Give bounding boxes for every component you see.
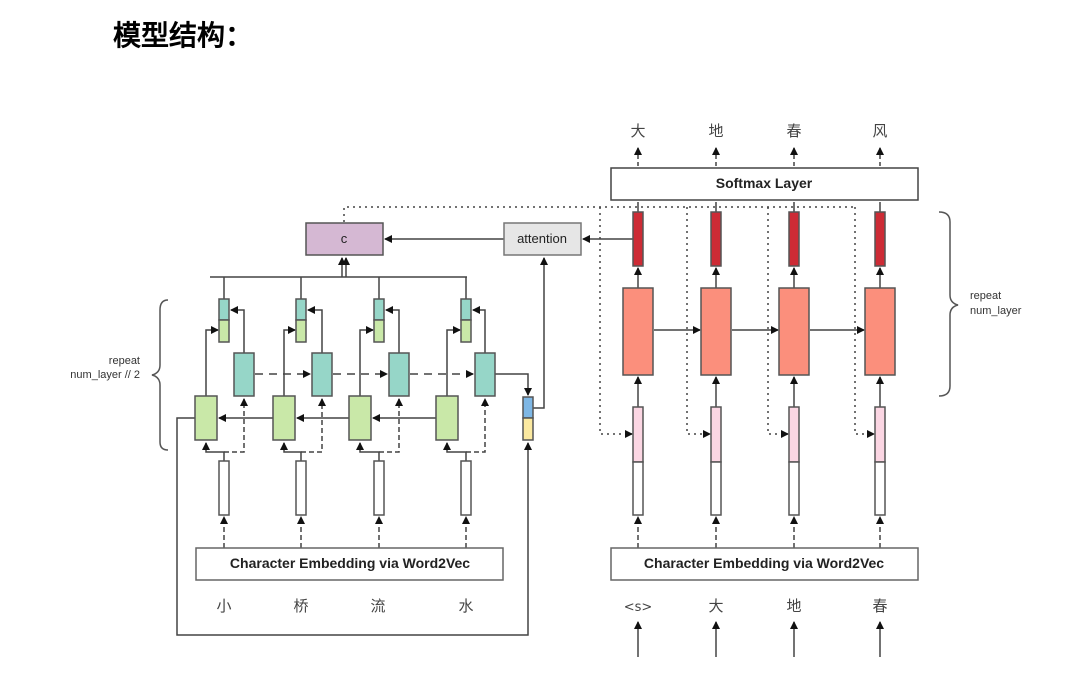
concat-backward-state xyxy=(373,298,385,321)
decoder-output-char: 风 xyxy=(872,122,887,140)
decoder-rnn-cell xyxy=(622,287,654,376)
forward-rnn-cell xyxy=(194,395,218,441)
connector-line xyxy=(385,306,400,353)
decoder-embedding-vector xyxy=(710,461,722,516)
encoder-repeat-label: repeat xyxy=(109,355,140,367)
decoder-embedding-vector xyxy=(632,461,644,516)
encoder-input-char: 流 xyxy=(370,597,385,615)
encoder-embedding-vector xyxy=(295,460,307,516)
forward-rnn-cell xyxy=(435,395,459,441)
connector-line xyxy=(280,442,302,461)
connector-line xyxy=(466,398,489,453)
encoder-embedding-box xyxy=(195,547,504,581)
decoder-output-char: 大 xyxy=(630,122,645,140)
encoder-repeat-brace xyxy=(151,299,169,451)
connector-line xyxy=(359,326,374,396)
decoder-input-char: 地 xyxy=(786,597,801,615)
encoder-embedding-vector xyxy=(373,460,385,516)
decoder-output-char: 地 xyxy=(708,122,723,140)
connector-line xyxy=(495,373,532,396)
attention-label: attention xyxy=(517,231,567,246)
connector-line xyxy=(202,442,225,461)
decoder-embedding-box xyxy=(610,547,919,581)
final-backward-state xyxy=(522,417,534,441)
forward-rnn-cell xyxy=(348,395,372,441)
connector-line xyxy=(472,306,486,353)
concat-forward-state xyxy=(460,319,472,343)
forward-final-loop xyxy=(176,417,532,636)
connector-line xyxy=(230,306,245,353)
decoder-rnn-cell xyxy=(864,287,896,376)
encoder-repeat-count: num_layer // 2 xyxy=(70,369,140,381)
final-forward-state xyxy=(522,396,534,419)
softmax-label: Softmax Layer xyxy=(716,175,813,191)
decoder-input-state xyxy=(874,406,886,463)
context-label: c xyxy=(341,231,348,246)
context-feed-line xyxy=(343,206,855,222)
backward-rnn-cell xyxy=(474,352,496,397)
encoder-embedding-vector xyxy=(218,460,230,516)
decoder-embedding-vector xyxy=(874,461,886,516)
decoder-embedding-label: Character Embedding via Word2Vec xyxy=(644,555,884,571)
decoder-input-state xyxy=(788,406,800,463)
encoder-embedding-vector xyxy=(460,460,472,516)
concat-forward-state xyxy=(373,319,385,343)
attention-box xyxy=(503,222,582,256)
concat-backward-state xyxy=(218,298,230,321)
concat-forward-state xyxy=(295,319,307,343)
decoder-input-state xyxy=(632,406,644,463)
decoder-input-char: 大 xyxy=(708,597,723,615)
decoder-output-state xyxy=(710,211,722,267)
connector-line xyxy=(205,326,219,396)
concat-backward-state xyxy=(295,298,307,321)
encoder-embedding-label: Character Embedding via Word2Vec xyxy=(230,555,470,571)
backward-rnn-cell xyxy=(388,352,410,397)
encoder-input-char: 水 xyxy=(458,597,473,615)
connector-line xyxy=(301,398,326,453)
encoder-input-char: 小 xyxy=(216,597,231,615)
decoder-input-state xyxy=(710,406,722,463)
backward-rnn-cell xyxy=(311,352,333,397)
backward-rnn-cell xyxy=(233,352,255,397)
connector-line xyxy=(767,207,789,438)
decoder-input-char: 春 xyxy=(872,597,887,615)
softmax-layer-box xyxy=(610,167,919,201)
connector-line xyxy=(224,398,248,453)
connector-line xyxy=(446,326,461,396)
decoder-input-char: <s> xyxy=(624,600,653,615)
context-vector-box xyxy=(305,222,384,256)
decoder-repeat-label: repeat xyxy=(970,290,1001,302)
connector-line xyxy=(379,398,403,453)
connector-line xyxy=(307,306,323,353)
decoder-output-state xyxy=(632,211,644,267)
page-title: 模型结构： xyxy=(113,19,254,52)
decoder-output-state xyxy=(788,211,800,267)
decoder-embedding-vector xyxy=(788,461,800,516)
concat-backward-state xyxy=(460,298,472,321)
final-state-to-attention xyxy=(533,257,548,409)
decoder-rnn-cell xyxy=(778,287,810,376)
forward-rnn-cell xyxy=(272,395,296,441)
decoder-output-state xyxy=(874,211,886,267)
encoder-input-char: 桥 xyxy=(293,597,308,615)
concat-forward-state xyxy=(218,319,230,343)
decoder-rnn-cell xyxy=(700,287,732,376)
decoder-repeat-count: num_layer xyxy=(970,305,1022,317)
connector-line xyxy=(283,326,296,396)
connector-line xyxy=(443,442,467,461)
connector-line xyxy=(356,442,380,461)
decoder-output-char: 春 xyxy=(786,122,801,140)
decoder-repeat-brace xyxy=(938,211,959,397)
